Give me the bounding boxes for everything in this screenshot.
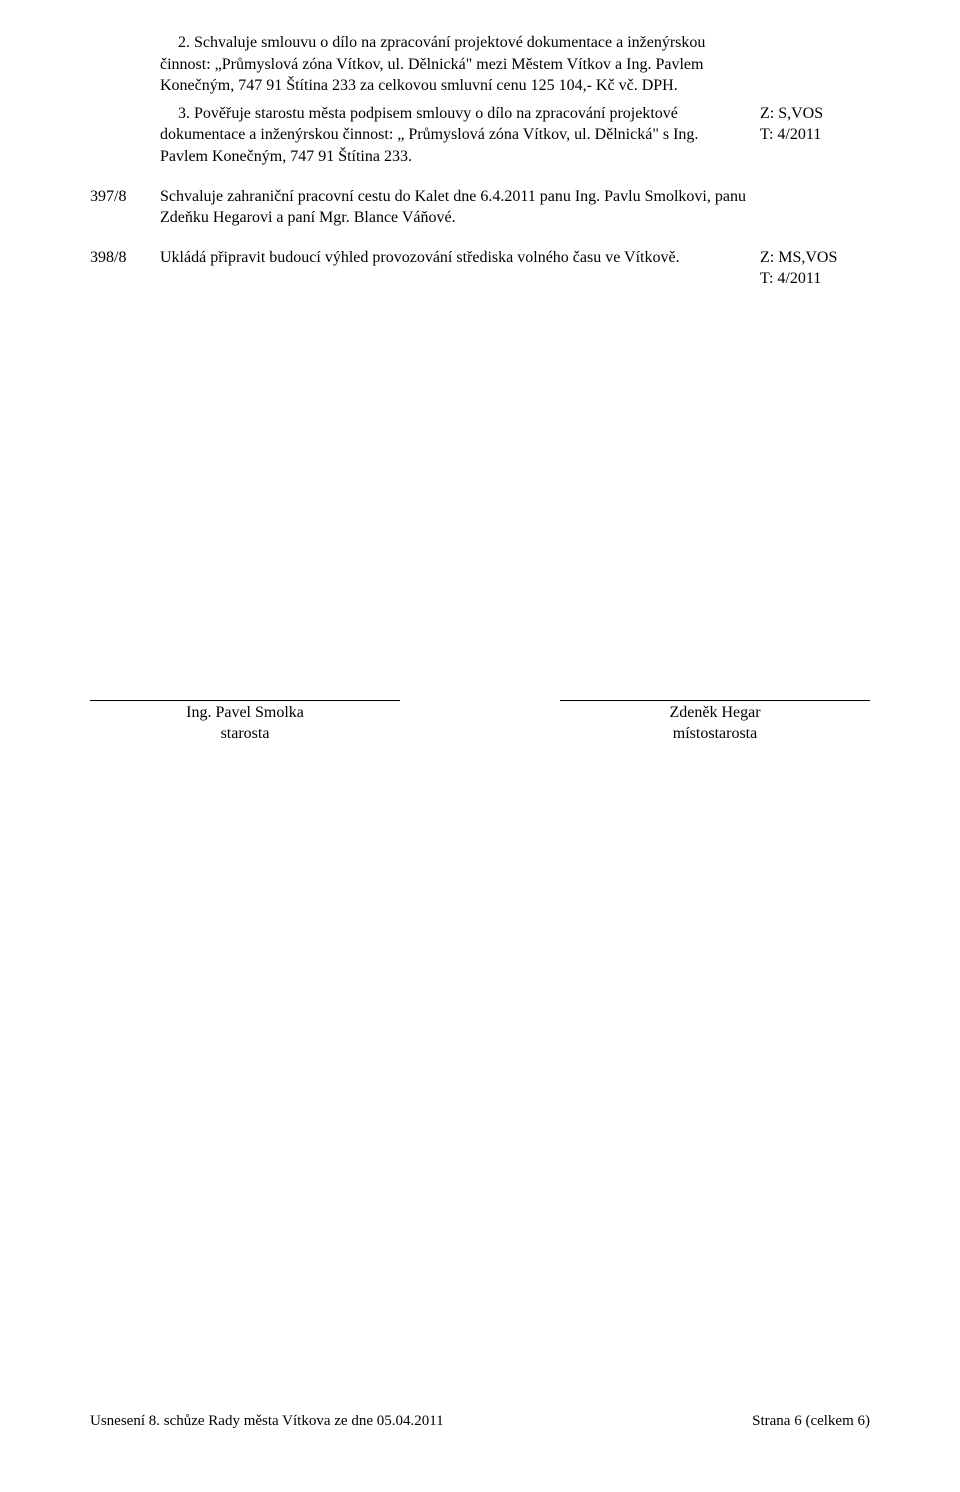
signature-name: Ing. Pavel Smolka (90, 703, 400, 724)
paragraph-row: 397/8 Schvaluje zahraniční pracovní cest… (90, 186, 870, 229)
item-id: 398/8 (90, 247, 160, 269)
item-number: 2. (178, 34, 190, 51)
signature-title: starosta (90, 724, 400, 745)
signature-name: Zdeněk Hegar (560, 703, 870, 724)
page-footer: Usnesení 8. schůze Rady města Vítkova ze… (90, 1413, 870, 1430)
document-page: 2. Schvaluje smlouvu o dílo na zpracován… (0, 0, 960, 1492)
footer-right: Strana 6 (celkem 6) (752, 1413, 870, 1430)
signature-title: místostarosta (560, 724, 870, 745)
item-body: 3. Pověřuje starostu města podpisem smlo… (160, 103, 760, 168)
item-body: Schvaluje zahraniční pracovní cestu do K… (160, 186, 760, 229)
signature-right: Zdeněk Hegar místostarosta (560, 700, 870, 745)
paragraph-row: 398/8 Ukládá připravit budoucí výhled pr… (90, 247, 870, 290)
right-note-a: Z: MS,VOS (760, 247, 870, 269)
signature-line (90, 700, 400, 701)
item-text: Pověřuje starostu města podpisem smlouvy… (160, 105, 698, 165)
paragraph-row: 2. Schvaluje smlouvu o dílo na zpracován… (90, 32, 870, 97)
item-body: 2. Schvaluje smlouvu o dílo na zpracován… (160, 32, 760, 97)
item-text: Ukládá připravit budoucí výhled provozov… (160, 249, 680, 266)
paragraph-row: 3. Pověřuje starostu města podpisem smlo… (90, 103, 870, 168)
item-number: 3. (178, 105, 190, 122)
item-body: Ukládá připravit budoucí výhled provozov… (160, 247, 760, 269)
right-note-a: Z: S,VOS (760, 103, 870, 125)
right-note-b: T: 4/2011 (760, 124, 870, 146)
signature-area: Ing. Pavel Smolka starosta Zdeněk Hegar … (90, 700, 870, 745)
footer-left: Usnesení 8. schůze Rady města Vítkova ze… (90, 1413, 444, 1430)
item-right-notes: Z: S,VOS T: 4/2011 (760, 103, 870, 146)
right-note-b: T: 4/2011 (760, 268, 870, 290)
item-text: Schvaluje zahraniční pracovní cestu do K… (160, 188, 746, 227)
item-text: Schvaluje smlouvu o dílo na zpracování p… (160, 34, 705, 94)
item-id: 397/8 (90, 186, 160, 208)
signature-left: Ing. Pavel Smolka starosta (90, 700, 400, 745)
item-right-notes: Z: MS,VOS T: 4/2011 (760, 247, 870, 290)
signature-line (560, 700, 870, 701)
